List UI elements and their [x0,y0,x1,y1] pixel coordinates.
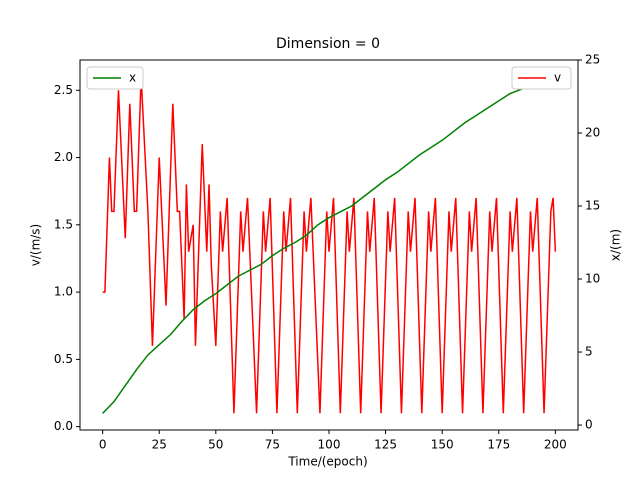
y2-tick-label: 0 [585,418,593,432]
y-tick-label: 0.0 [54,419,73,433]
x-axis-label: Time/(epoch) [287,455,367,469]
y2-tick-label: 15 [585,199,600,213]
x-tick-label: 0 [99,438,107,452]
plot-frame [79,59,579,431]
x-tick-label: 125 [374,438,397,452]
legend-label: v [554,71,561,85]
y2-tick-label: 25 [585,53,600,67]
chart-title: Dimension = 0 [276,36,380,52]
y-tick-label: 2.5 [54,83,73,97]
x-tick-label: 150 [431,438,454,452]
x-tick-label: 75 [265,438,280,452]
x-tick-label: 25 [152,438,167,452]
line-v [102,76,557,414]
y-tick-label: 1.5 [54,217,73,231]
legend-label: x [129,71,136,85]
y-tick-label: 0.5 [54,352,73,366]
y2-tick-label: 5 [585,345,593,359]
x-tick-label: 175 [487,438,510,452]
x-tick-label: 200 [544,438,567,452]
y2-axis-label: x/(m) [609,229,623,261]
y2-tick-label: 20 [585,126,600,140]
line-x [102,71,556,414]
y-tick-label: 1.0 [54,285,73,299]
y2-tick-label: 10 [585,272,600,286]
y-tick-label: 2.0 [54,150,73,164]
y-axis-label: v/(m/s) [29,224,43,267]
x-tick-label: 100 [318,438,341,452]
x-tick-label: 50 [208,438,223,452]
